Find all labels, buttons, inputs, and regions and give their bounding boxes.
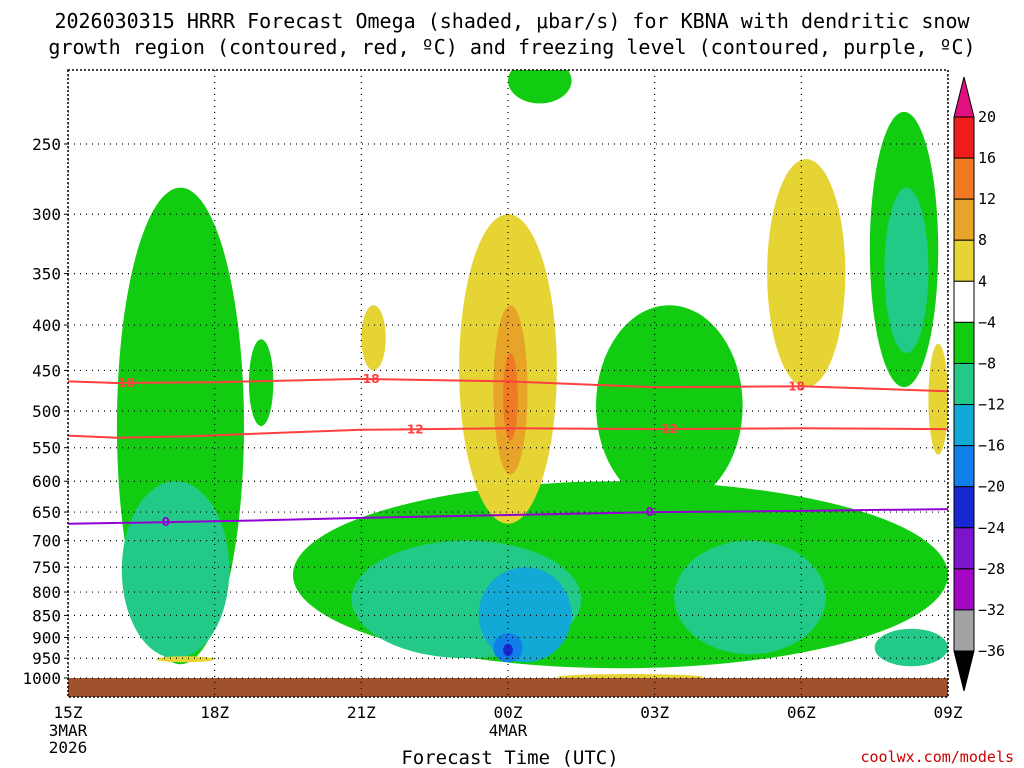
colorbar-band-12 bbox=[953, 609, 975, 652]
colorbar-label--8: −8 bbox=[978, 354, 996, 372]
omega-region-19 bbox=[156, 656, 215, 663]
x-tick-label-00Z: 00Z bbox=[494, 703, 523, 722]
colorbar-label-8: 8 bbox=[978, 231, 987, 249]
y-tick-label-900: 900 bbox=[32, 628, 61, 647]
colorbar-label--32: −32 bbox=[978, 601, 1005, 619]
colorbar-band-3 bbox=[953, 239, 975, 282]
y-tick-label-800: 800 bbox=[32, 583, 61, 602]
omega-region-18 bbox=[361, 305, 386, 371]
chart-title-line-1: 2026030315 HRRR Forecast Omega (shaded, … bbox=[54, 9, 970, 33]
omega-colorbar: 20 16 12 8 4 −4 −8 −12 −16 −20 −24 −28 −32 −36 bbox=[953, 76, 1005, 692]
omega-region-11 bbox=[478, 567, 572, 663]
colorbar-label-16: 16 bbox=[978, 149, 996, 167]
x-tick-label-15Z: 15Z bbox=[54, 703, 83, 722]
colorbar-band-6 bbox=[953, 362, 975, 406]
contour-label-dgz_minus12: −12 bbox=[397, 422, 424, 436]
y-tick-label-850: 850 bbox=[32, 606, 61, 625]
dgz_minus12-contour bbox=[68, 427, 948, 439]
colorbar-band-1 bbox=[953, 157, 975, 200]
y-tick-label-700: 700 bbox=[32, 532, 61, 551]
colorbar-band-4 bbox=[953, 280, 975, 323]
y-axis-ticks: 250 300 350 400 450 500 550 600 650 700 750 800 850 9… bbox=[22, 135, 68, 688]
omega-region-6 bbox=[121, 481, 230, 659]
y-tick-label-250: 250 bbox=[32, 135, 61, 154]
contour-label-freezing_level: 0 bbox=[162, 515, 170, 529]
omega-shading bbox=[68, 70, 948, 697]
colorbar-band-5 bbox=[953, 321, 975, 364]
x-tick-sublabel-4MAR: 4MAR bbox=[489, 721, 528, 740]
colorbar-band-2 bbox=[953, 198, 975, 241]
colorbar-label-12: 12 bbox=[978, 190, 996, 208]
x-tick-label-18Z: 18Z bbox=[200, 703, 229, 722]
colorbar-band-9 bbox=[953, 486, 975, 529]
colorbar-band-8 bbox=[953, 445, 975, 488]
y-tick-label-1000: 1000 bbox=[22, 669, 61, 688]
y-tick-label-750: 750 bbox=[32, 558, 61, 577]
contour-label-dgz_minus18: −18 bbox=[778, 379, 805, 393]
x-tick-sublabel-2026: 2026 bbox=[49, 738, 88, 757]
x-tick-sublabel-3MAR: 3MAR bbox=[49, 721, 88, 740]
y-tick-label-950: 950 bbox=[32, 649, 61, 668]
y-tick-label-500: 500 bbox=[32, 402, 61, 421]
colorbar-label--24: −24 bbox=[978, 519, 1005, 537]
x-tick-label-06Z: 06Z bbox=[787, 703, 816, 722]
contour-label-dgz_minus18: −18 bbox=[108, 376, 135, 390]
x-tick-label-21Z: 21Z bbox=[347, 703, 376, 722]
omega-region-8 bbox=[674, 540, 826, 655]
x-tick-label-03Z: 03Z bbox=[640, 703, 669, 722]
colorbar-band-11 bbox=[953, 568, 975, 611]
grid-lines bbox=[68, 70, 948, 697]
y-tick-label-350: 350 bbox=[32, 265, 61, 284]
y-tick-label-450: 450 bbox=[32, 361, 61, 380]
colorbar-label--28: −28 bbox=[978, 560, 1005, 578]
colorbar-label-20: 20 bbox=[978, 108, 996, 126]
chart-title-line-2: growth region (contoured, red, ºC) and f… bbox=[48, 35, 975, 59]
contour-labels: −18 −18 −18 −12 −12 0 0 bbox=[108, 372, 805, 529]
colorbar-label--12: −12 bbox=[978, 396, 1005, 414]
omega-region-3 bbox=[596, 305, 743, 507]
contour-label-dgz_minus12: −12 bbox=[651, 422, 678, 436]
y-tick-label-600: 600 bbox=[32, 472, 61, 491]
colorbar-bottom-arrow bbox=[953, 650, 975, 692]
colorbar-label-4: 4 bbox=[978, 272, 987, 290]
contour-label-freezing_level: 0 bbox=[646, 505, 654, 519]
omega-region-13 bbox=[503, 643, 513, 657]
omega-region-4 bbox=[508, 70, 572, 104]
omega-region-21 bbox=[928, 343, 948, 455]
x-axis-title: Forecast Time (UTC) bbox=[401, 747, 618, 768]
surface-ground-fill bbox=[68, 678, 948, 697]
plot-frame bbox=[67, 69, 949, 698]
dgz_minus18-contour bbox=[68, 377, 948, 393]
x-tick-label-09Z: 09Z bbox=[934, 703, 963, 722]
temperature-contours bbox=[68, 377, 948, 525]
y-tick-label-300: 300 bbox=[32, 205, 61, 224]
colorbar-label--36: −36 bbox=[978, 642, 1005, 660]
omega-region-1 bbox=[248, 339, 274, 427]
colorbar-label--20: −20 bbox=[978, 478, 1005, 496]
y-tick-label-650: 650 bbox=[32, 503, 61, 522]
omega-region-16 bbox=[503, 352, 518, 441]
plot-area bbox=[68, 70, 948, 697]
y-tick-label-400: 400 bbox=[32, 316, 61, 335]
omega-region-10 bbox=[884, 187, 929, 353]
contour-label-dgz_minus18: −18 bbox=[353, 372, 380, 386]
freezing_level-contour bbox=[68, 508, 948, 525]
colorbar-label--4: −4 bbox=[978, 313, 996, 331]
colorbar-band-0 bbox=[953, 116, 975, 159]
omega-region-9 bbox=[874, 628, 948, 667]
colorbar-band-10 bbox=[953, 527, 975, 570]
y-tick-label-550: 550 bbox=[32, 439, 61, 458]
colorbar-label--16: −16 bbox=[978, 437, 1005, 455]
colorbar-top-arrow bbox=[953, 76, 975, 118]
colorbar-band-7 bbox=[953, 404, 975, 447]
credit-link[interactable]: coolwx.com/models bbox=[860, 748, 1014, 766]
